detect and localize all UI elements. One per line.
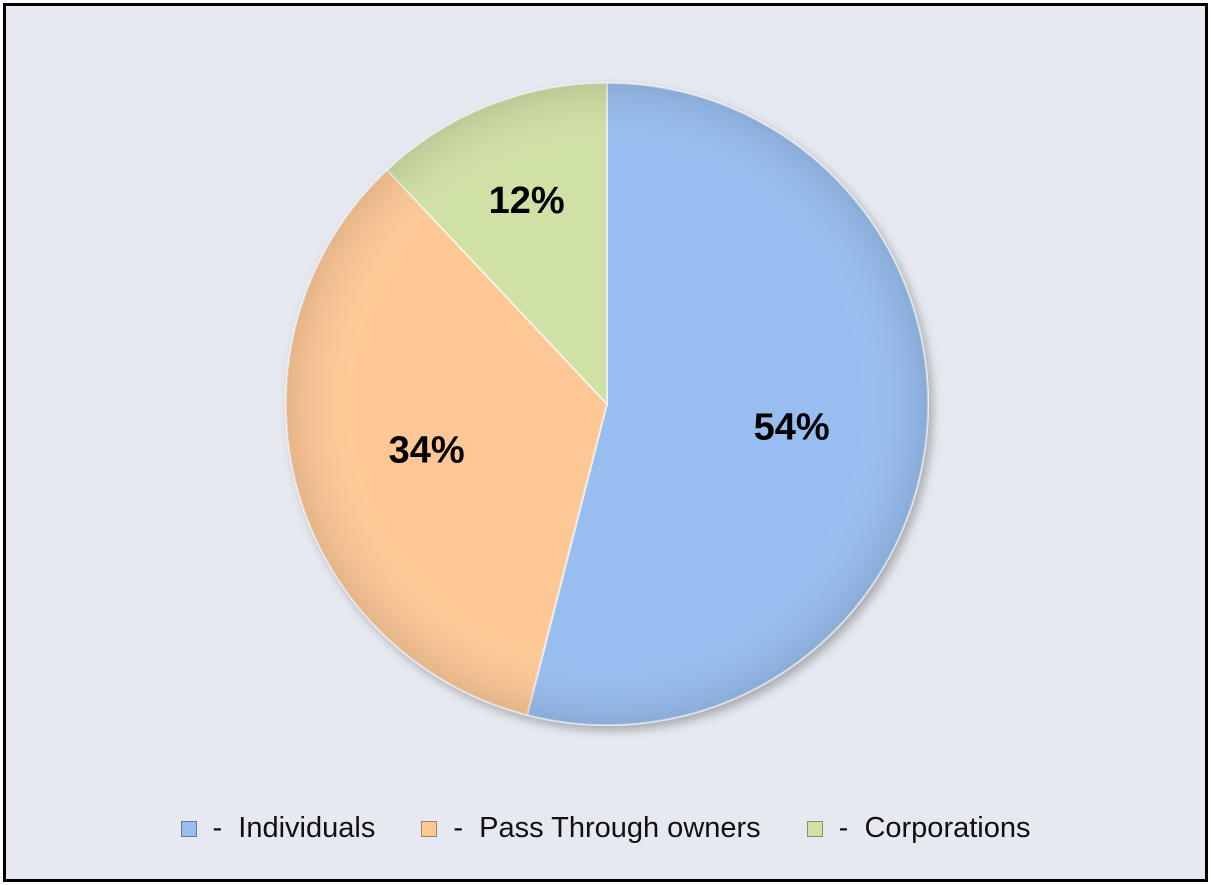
legend-separator: - [453, 812, 480, 844]
legend-label-pass-through-owners: Pass Through owners [479, 812, 761, 844]
pie-rim-shading [286, 83, 928, 725]
legend-item-individuals: - Individuals [180, 812, 376, 845]
legend: - Individuals - Pass Through owners - Co… [0, 812, 1211, 845]
legend-label-individuals: Individuals [238, 812, 376, 844]
legend-label-corporations: Corporations [864, 812, 1031, 844]
legend-swatch-corporations [806, 820, 823, 837]
legend-item-corporations: - Corporations [806, 812, 1031, 845]
slice-label-corporations: 12% [489, 180, 565, 222]
slice-label-pass-through-owners: 34% [389, 429, 465, 471]
legend-separator: - [838, 812, 865, 844]
legend-swatch-individuals [180, 820, 197, 837]
legend-item-pass-through-owners: - Pass Through owners [421, 812, 761, 845]
legend-separator: - [212, 812, 239, 844]
legend-swatch-pass-through-owners [421, 820, 438, 837]
slice-label-individuals: 54% [754, 406, 830, 448]
